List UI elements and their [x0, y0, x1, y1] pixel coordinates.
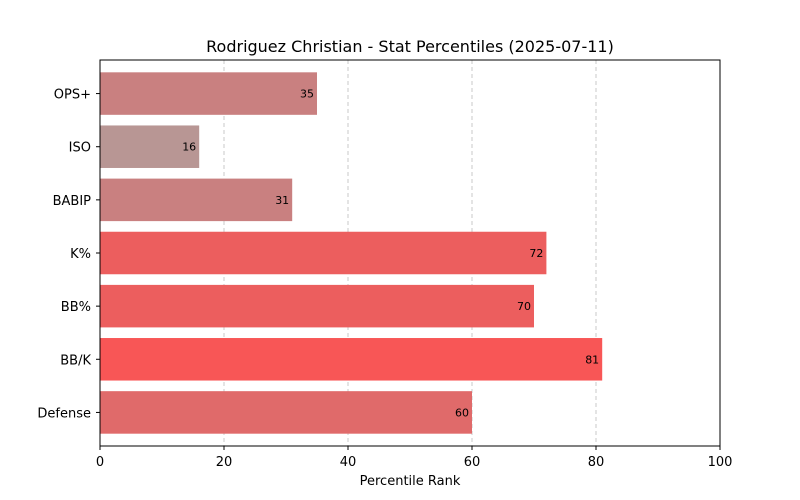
bar [100, 284, 534, 328]
bar [100, 125, 200, 168]
y-tick-label: ISO [69, 141, 91, 156]
x-tick-label: 60 [464, 455, 481, 470]
bar-value-label: 72 [529, 247, 543, 260]
y-tick-label: Defense [37, 406, 91, 421]
x-axis-label: Percentile Rank [360, 474, 461, 489]
y-tick-label: BABIP [53, 194, 92, 209]
x-tick-label: 20 [216, 455, 233, 470]
bar [100, 231, 547, 275]
y-tick-label: BB% [61, 300, 91, 315]
y-tick-label: BB/K [60, 353, 91, 368]
bars: 35 16 31 72 70 81 60 [100, 72, 603, 434]
x-tick-label: 100 [708, 455, 733, 470]
bar [100, 338, 603, 381]
x-tick-label: 80 [588, 455, 605, 470]
bar-value-label: 81 [585, 353, 599, 366]
bar-value-label: 70 [517, 300, 531, 313]
bar-value-label: 31 [275, 194, 289, 207]
bar-value-label: 60 [455, 406, 469, 419]
x-axis-ticks: 0 20 40 60 80 100 [96, 446, 733, 470]
bar [100, 178, 293, 222]
x-tick-label: 40 [340, 455, 357, 470]
y-tick-label: K% [70, 247, 91, 262]
bar [100, 391, 472, 434]
bar [100, 72, 317, 115]
y-axis-ticks: OPS+ ISO BABIP K% BB% BB/K Defense [37, 88, 100, 421]
x-tick-label: 0 [96, 455, 104, 470]
chart-title: Rodriguez Christian - Stat Percentiles (… [206, 37, 614, 56]
bar-value-label: 16 [182, 141, 196, 154]
y-tick-label: OPS+ [54, 88, 91, 103]
bar-value-label: 35 [300, 88, 314, 101]
